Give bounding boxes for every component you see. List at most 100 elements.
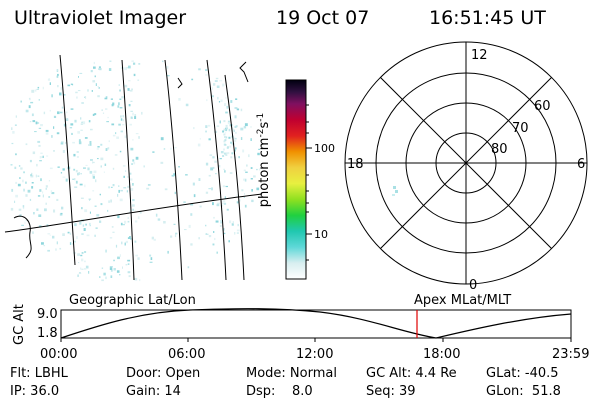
speckle: [104, 97, 108, 100]
speckle: [193, 127, 195, 130]
speckle: [49, 82, 51, 85]
speckle: [101, 109, 103, 111]
speckle: [213, 216, 215, 219]
speckle: [119, 150, 122, 153]
speckle: [216, 125, 220, 127]
speckle: [125, 240, 128, 244]
speckle: [92, 176, 95, 179]
speckle: [229, 172, 233, 174]
speckle: [117, 215, 120, 219]
speckle: [107, 147, 110, 150]
speckle: [222, 185, 226, 188]
speckle: [48, 180, 51, 182]
speckle: [248, 154, 250, 158]
speckle: [251, 199, 254, 203]
speckle: [107, 209, 109, 212]
speckle: [127, 259, 131, 262]
speckle: [129, 89, 133, 92]
speckle: [124, 242, 126, 246]
speckle: [106, 121, 109, 123]
speckle: [97, 86, 99, 88]
speckle: [231, 143, 233, 146]
speckle: [89, 198, 91, 201]
speckle: [217, 96, 219, 100]
speckle: [31, 182, 34, 184]
speckle: [231, 223, 234, 226]
speckle: [93, 61, 95, 65]
speckle: [230, 156, 233, 159]
speckle: [81, 233, 84, 235]
speckle: [15, 194, 18, 198]
speckle: [37, 140, 41, 143]
speckle: [38, 225, 42, 228]
speckle: [119, 89, 121, 92]
speckle: [38, 144, 41, 147]
speckle: [42, 155, 44, 158]
speckle: [34, 89, 37, 92]
speckle: [32, 151, 36, 155]
glat-text: GLat: -40.5: [486, 366, 559, 381]
speckle: [127, 217, 129, 219]
coastline: [177, 77, 183, 89]
speckle: [14, 200, 16, 203]
speckle: [75, 91, 78, 94]
speckle: [226, 208, 229, 211]
speckle: [37, 175, 40, 177]
speckle: [141, 111, 143, 115]
grid-line: [121, 59, 135, 281]
speckle: [71, 132, 73, 135]
speckle: [104, 163, 107, 166]
speckle: [84, 260, 86, 263]
speckle: [206, 99, 208, 102]
speckle: [139, 211, 142, 214]
speckle: [84, 137, 88, 139]
speckle: [115, 132, 117, 135]
speckle: [152, 151, 155, 153]
speckle: [253, 175, 256, 178]
speckle: [251, 189, 253, 192]
speckle: [135, 254, 138, 257]
speckle: [120, 115, 122, 118]
speckle: [235, 98, 238, 100]
speckle: [222, 202, 225, 205]
speckle: [43, 111, 46, 115]
speckle: [130, 100, 133, 102]
speckle: [198, 68, 201, 71]
speckle: [165, 66, 169, 69]
speckle: [170, 235, 173, 238]
speckle: [185, 174, 188, 176]
speckle: [84, 209, 88, 213]
colorbar-unit-label: photon cm-2s-1: [255, 112, 273, 208]
speckle: [69, 242, 72, 245]
speckle: [35, 121, 38, 125]
speckle: [89, 211, 91, 214]
speckle: [128, 80, 131, 82]
speckle: [72, 178, 75, 180]
speckle: [143, 165, 145, 168]
speckle: [205, 74, 208, 76]
speckle: [250, 126, 252, 128]
speckle: [163, 221, 166, 224]
speckle: [30, 101, 34, 104]
speckle: [66, 111, 68, 114]
speckle: [89, 141, 92, 144]
speckle: [228, 136, 231, 139]
speckle: [109, 266, 113, 268]
speckle: [218, 101, 221, 103]
speckle: [31, 172, 33, 175]
speckle: [112, 134, 116, 137]
speckle: [42, 86, 44, 90]
y-axis-label: GC Alt: [12, 304, 27, 345]
polar-plot: 12 18 6 0 60 70 80: [344, 41, 588, 293]
speckle: [131, 163, 133, 165]
speckle: [149, 254, 152, 257]
speckle: [80, 197, 84, 199]
speckle: [212, 202, 214, 206]
speckle: [232, 221, 234, 224]
speckle: [123, 175, 125, 178]
speckle: [238, 199, 241, 202]
speckle: [197, 143, 201, 147]
speckle: [224, 139, 227, 142]
speckle: [211, 95, 214, 98]
speckle: [211, 187, 213, 191]
